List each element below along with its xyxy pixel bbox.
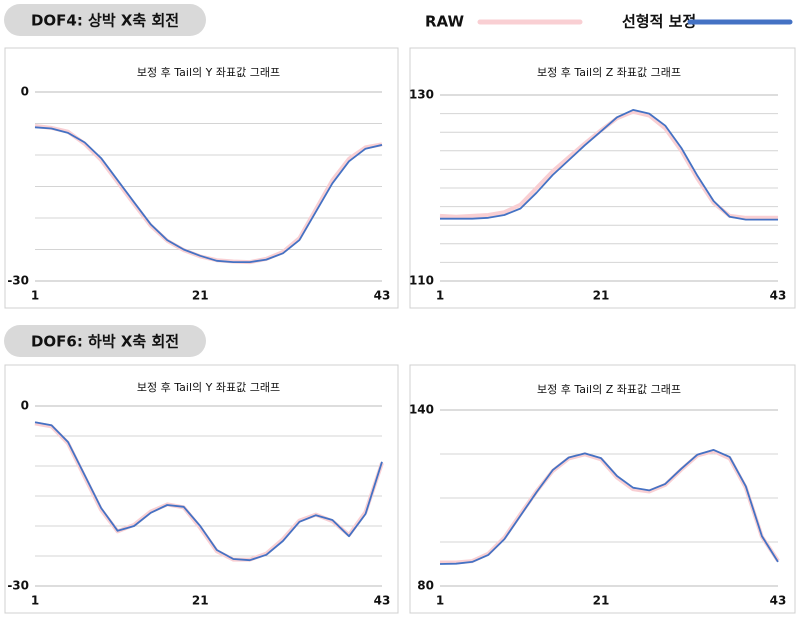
chart-title: 보정 후 Tail의 Y 좌표값 그래프 (137, 381, 280, 394)
chart-panel (409, 47, 796, 309)
legend-label: RAW (425, 13, 464, 31)
chart-title: 보정 후 Tail의 Y 좌표값 그래프 (137, 66, 280, 79)
series-line (440, 109, 778, 221)
series-line (34, 126, 383, 263)
chart: 보정 후 Tail의 Y 좌표값 그래프 0 -301 21 43 (4, 364, 399, 614)
x-tick-label: 21 (192, 289, 209, 303)
y-tick-label: 80 (417, 579, 434, 593)
section-label: DOF6: 하박 X축 회전 (31, 333, 179, 351)
y-tick-label: -30 (7, 579, 29, 593)
y-tick-label: 110 (409, 274, 434, 288)
x-tick-label: 21 (192, 594, 209, 608)
y-tick-label: 130 (409, 88, 434, 102)
y-tick-label: -30 (7, 274, 29, 288)
x-tick-label: 43 (374, 594, 391, 608)
chart-title: 보정 후 Tail의 Z 좌표값 그래프 (537, 383, 681, 396)
chart-title: 보정 후 Tail의 Z 좌표값 그래프 (537, 66, 681, 79)
section-label: DOF4: 상박 X축 회전 (31, 12, 179, 30)
x-tick-label: 1 (31, 289, 39, 303)
y-tick-label: 0 (21, 399, 29, 413)
series-line (34, 421, 383, 562)
chart: 보정 후 Tail의 Y 좌표값 그래프 0 -301 21 43 (4, 47, 399, 309)
series-line (439, 449, 779, 565)
section-pill (4, 4, 206, 36)
y-tick-label: 140 (409, 403, 434, 417)
x-tick-label: 1 (31, 594, 39, 608)
legend-label: 선형적 보정 (622, 13, 696, 31)
x-tick-label: 1 (436, 289, 444, 303)
x-tick-label: 1 (436, 594, 444, 608)
chart-panel (409, 364, 796, 614)
x-tick-label: 21 (593, 289, 610, 303)
y-tick-label: 0 (21, 85, 29, 99)
x-tick-label: 21 (593, 594, 610, 608)
section-pill (4, 325, 206, 357)
chart-panel (4, 364, 399, 614)
x-tick-label: 43 (374, 289, 391, 303)
x-tick-label: 43 (770, 594, 787, 608)
chart-panel (4, 47, 399, 309)
x-tick-label: 43 (770, 289, 787, 303)
legend: RAW 선형적 보정 (425, 13, 793, 31)
chart: 보정 후 Tail의 Z 좌표값 그래프 140 801 21 43 (409, 364, 796, 614)
